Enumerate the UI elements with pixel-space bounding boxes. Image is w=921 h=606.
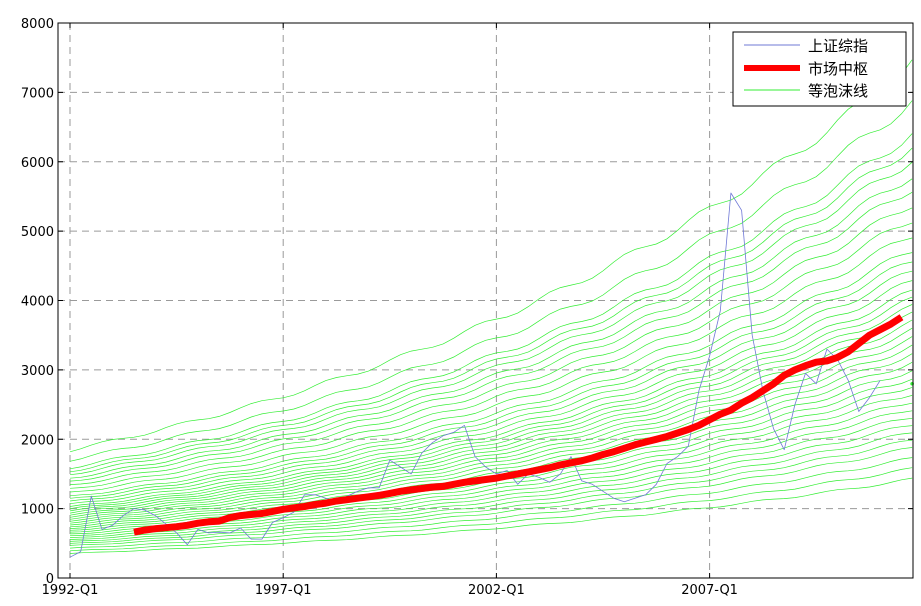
y-tick-label-5000: 5000 <box>21 225 54 240</box>
bubble-line-23 <box>69 289 913 507</box>
bubble-line-2 <box>69 457 913 549</box>
bubble-line-3 <box>69 447 913 546</box>
bubble-line-19 <box>69 319 913 516</box>
bubble-line-30 <box>69 207 913 485</box>
series-lines <box>69 192 904 558</box>
y-tick-label-3000: 3000 <box>21 364 54 379</box>
legend: 上证综指 市场中枢 等泡沫线 <box>732 31 907 107</box>
bubble-line-33 <box>69 162 913 476</box>
bubble-line-18 <box>69 327 913 518</box>
legend-label-sz: 上证综指 <box>808 37 868 55</box>
bubble-line-6 <box>69 425 913 540</box>
bubble-line-35 <box>69 133 913 470</box>
series-line-sz <box>69 192 881 558</box>
bubble-line-4 <box>69 439 913 544</box>
bubble-line-0 <box>69 477 913 554</box>
series-line-center <box>133 314 904 536</box>
bubble-line-7 <box>69 417 913 538</box>
y-tick-label-2000: 2000 <box>21 433 54 448</box>
bubble-line-15 <box>69 353 913 524</box>
y-tick-label-7000: 7000 <box>21 86 54 101</box>
bubble-line-1 <box>69 467 913 552</box>
bubble-line-32 <box>69 178 913 479</box>
y-tick-label-1000: 1000 <box>21 503 54 518</box>
y-axis: 0 1000 2000 3000 4000 5000 6000 7000 8000 <box>21 17 913 587</box>
legend-label-bubble: 等泡沫线 <box>808 82 868 100</box>
bubble-line-26 <box>69 261 913 499</box>
bubble-line-34 <box>69 147 913 473</box>
x-tick-label-1997-Q1: 1997-Q1 <box>255 583 312 598</box>
y-tick-label-4000: 4000 <box>21 295 54 310</box>
bubble-line-25 <box>69 270 913 502</box>
x-tick-label-2007-Q1: 2007-Q1 <box>681 583 738 598</box>
bubble-lines <box>69 59 914 554</box>
bubble-line-29 <box>69 222 913 489</box>
y-tick-label-8000: 8000 <box>21 17 54 32</box>
bubble-line-16 <box>69 344 913 522</box>
bubble-line-28 <box>69 237 913 493</box>
bubble-line-5 <box>69 432 913 542</box>
bubble-line-21 <box>69 304 913 512</box>
x-tick-label-2002-Q1: 2002-Q1 <box>468 583 525 598</box>
bubble-line-31 <box>69 191 913 482</box>
legend-label-center: 市场中枢 <box>808 60 868 78</box>
x-tick-label-1992-Q1: 1992-Q1 <box>42 583 99 598</box>
bubble-line-37 <box>69 59 913 453</box>
y-tick-label-0: 0 <box>46 572 54 587</box>
bubble-line-24 <box>69 280 913 505</box>
bubble-line-22 <box>69 296 913 510</box>
x-axis: 1992-Q1 1997-Q1 2002-Q1 2007-Q1 <box>42 23 738 598</box>
bubble-line-36 <box>69 100 913 462</box>
bubble-line-20 <box>69 311 913 514</box>
bubble-line-13 <box>69 370 913 528</box>
bubble-line-27 <box>69 252 913 497</box>
y-tick-label-6000: 6000 <box>21 156 54 171</box>
bubble-line-14 <box>69 361 913 526</box>
